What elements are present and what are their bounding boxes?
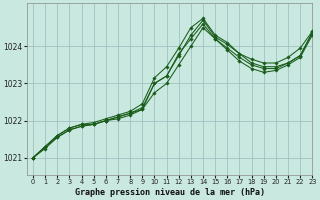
X-axis label: Graphe pression niveau de la mer (hPa): Graphe pression niveau de la mer (hPa) xyxy=(75,188,265,197)
